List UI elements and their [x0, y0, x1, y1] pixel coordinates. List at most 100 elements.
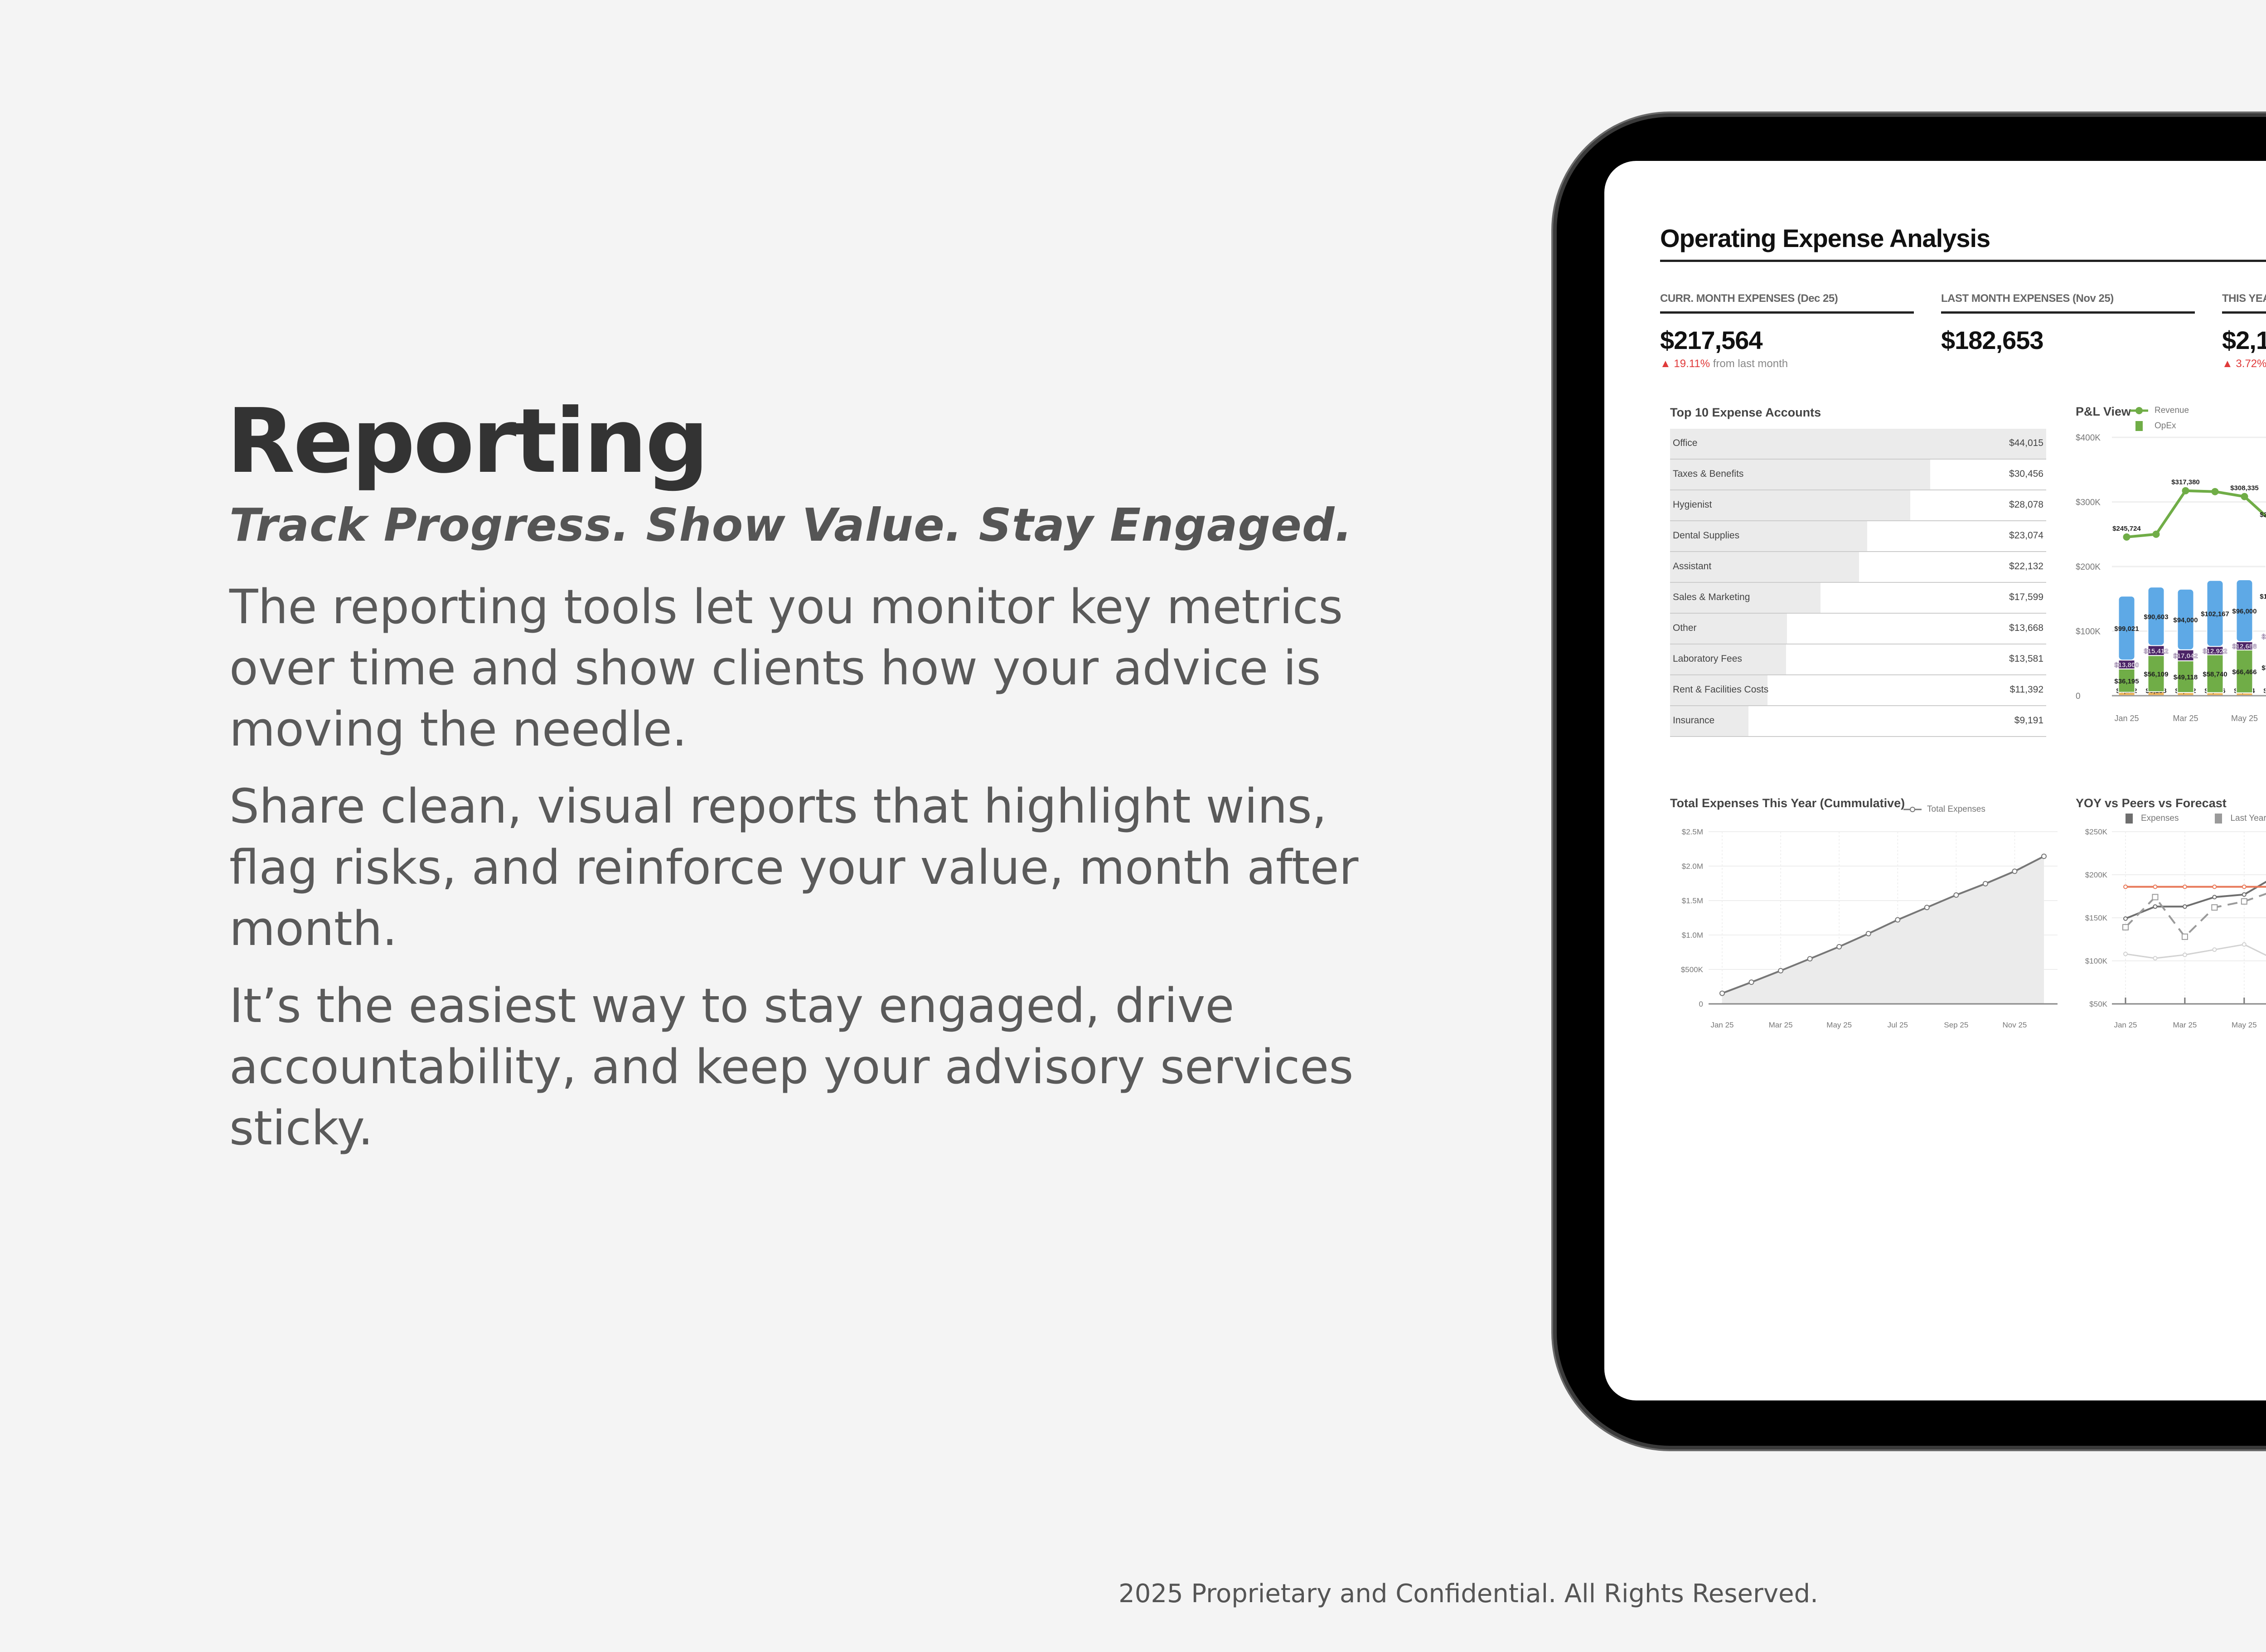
- svg-text:Jan 25: Jan 25: [2114, 1021, 2137, 1029]
- svg-text:$99,021: $99,021: [2114, 625, 2139, 633]
- body-paragraph-1: The reporting tools let you monitor key …: [229, 579, 1343, 757]
- kpi-delta-text: from last month: [1710, 358, 1788, 370]
- kpi-current-month: CURR. MONTH EXPENSES (Dec 25) $217,564 ▲…: [1660, 292, 1914, 370]
- account-name: Dental Supplies: [1673, 530, 1740, 541]
- account-name: Rent & Facilities Costs: [1673, 684, 1769, 695]
- kpi-delta: ▲ 3.72% from last year (YTD): [2222, 358, 2266, 370]
- svg-text:$56,109: $56,109: [2144, 670, 2168, 678]
- svg-text:$266,921: $266,921: [2260, 511, 2266, 519]
- svg-text:Nov 25: Nov 25: [2003, 1021, 2027, 1029]
- row-bar: [1670, 614, 1787, 644]
- svg-text:Mar 25: Mar 25: [2173, 1021, 2197, 1029]
- svg-text:$90,603: $90,603: [2144, 613, 2168, 621]
- svg-text:Jan 25: Jan 25: [2114, 714, 2139, 723]
- account-name: Taxes & Benefits: [1673, 469, 1744, 479]
- cumulative-title: Total Expenses This Year (Cummulative): [1670, 796, 1905, 810]
- svg-text:$1.5M: $1.5M: [1682, 896, 1703, 905]
- svg-text:$245,724: $245,724: [2112, 525, 2141, 533]
- svg-text:$250K: $250K: [2085, 828, 2108, 836]
- table-row: Assistant $22,132: [1670, 552, 2046, 583]
- account-name: Sales & Marketing: [1673, 592, 1750, 602]
- svg-text:$150K: $150K: [2085, 914, 2108, 922]
- svg-text:$4,357: $4,357: [2264, 687, 2266, 695]
- svg-text:$100K: $100K: [2085, 957, 2108, 965]
- svg-text:$1.0M: $1.0M: [1682, 931, 1703, 940]
- swatch-icon: [2215, 814, 2222, 824]
- table-row: Other $13,668: [1670, 614, 2046, 644]
- row-bar: [1670, 583, 1821, 613]
- row-bar: [1670, 552, 1859, 582]
- page-heading: Reporting: [227, 390, 709, 493]
- yoy-title: YOY vs Peers vs Forecast: [2076, 796, 2227, 810]
- svg-text:Mar 25: Mar 25: [2173, 714, 2198, 723]
- title-divider: [1660, 260, 2266, 262]
- account-value: $13,581: [2009, 654, 2043, 664]
- line-marker-icon: [1903, 807, 1922, 812]
- line-marker-icon: [2130, 407, 2148, 414]
- svg-text:$200K: $200K: [2076, 562, 2101, 572]
- triangle-up-icon: ▲: [2222, 358, 2236, 370]
- svg-text:May 25: May 25: [2232, 1021, 2257, 1029]
- account-value: $44,015: [2009, 438, 2043, 448]
- yoy-legend: Expenses Last Year Peers Straightline: [2126, 814, 2266, 824]
- svg-text:0: 0: [2076, 692, 2081, 701]
- table-row: Sales & Marketing $17,599: [1670, 583, 2046, 614]
- top10-title: Top 10 Expense Accounts: [1670, 406, 1821, 419]
- account-value: $13,668: [2009, 623, 2043, 633]
- svg-text:$200K: $200K: [2085, 871, 2108, 879]
- svg-text:$106,748: $106,748: [2260, 593, 2266, 601]
- legend-opex[interactable]: OpEx: [2135, 421, 2176, 431]
- row-bar: [1670, 675, 1767, 705]
- kpi-label: CURR. MONTH EXPENSES (Dec 25): [1660, 292, 1838, 305]
- legend-last-year[interactable]: Last Year: [2215, 814, 2266, 824]
- account-name: Other: [1673, 623, 1697, 633]
- svg-text:May 25: May 25: [1826, 1021, 1852, 1029]
- svg-text:$78,709: $78,709: [2261, 664, 2266, 672]
- svg-text:$317,380: $317,380: [2171, 479, 2200, 486]
- account-value: $30,456: [2009, 469, 2043, 479]
- legend-label: Total Expenses: [1927, 804, 1985, 814]
- kpi-label: THIS YEAR TOTAL EXPENSES (2025 YTD): [2222, 292, 2266, 305]
- cumulative-chart: 0 $500K $1.0M $1.5M $2.0M $2.5M Jan 25 Mar 25 Ma…: [1681, 828, 2058, 1029]
- svg-text:$15,412: $15,412: [2144, 647, 2168, 655]
- kpi-label: LAST MONTH EXPENSES (Nov 25): [1941, 292, 2114, 305]
- account-name: Office: [1673, 438, 1698, 448]
- svg-text:$94,000: $94,000: [2173, 616, 2198, 624]
- account-value: $28,078: [2009, 499, 2043, 510]
- account-name: Laboratory Fees: [1673, 654, 1742, 664]
- legend-expenses[interactable]: Expenses: [2126, 814, 2179, 824]
- svg-text:$308,335: $308,335: [2230, 484, 2259, 492]
- svg-text:$13,800: $13,800: [2114, 661, 2139, 669]
- table-row: Office $44,015: [1670, 429, 2046, 460]
- yoy-chart: $50K $100K $150K $200K $250K Jan 25 Mar 25 May …: [2085, 828, 2266, 1029]
- svg-text:$17,042: $17,042: [2173, 652, 2198, 660]
- report-title: Operating Expense Analysis: [1660, 224, 1990, 252]
- body-paragraph-2: Share clean, visual reports that highlig…: [229, 779, 1359, 956]
- legend-revenue[interactable]: Revenue: [2130, 406, 2189, 416]
- kpi-divider: [2222, 311, 2266, 314]
- table-row: Hygienist $28,078: [1670, 490, 2046, 521]
- svg-text:$49,118: $49,118: [2174, 673, 2198, 681]
- svg-text:May 25: May 25: [2231, 714, 2258, 723]
- table-row: Laboratory Fees $13,581: [1670, 644, 2046, 675]
- legend-label: OpEx: [2155, 421, 2176, 431]
- top10-table: Office $44,015 Taxes & Benefits $30,456 …: [1670, 429, 2046, 737]
- table-row: Taxes & Benefits $30,456: [1670, 460, 2046, 490]
- account-name: Hygienist: [1673, 499, 1712, 510]
- row-bar: [1670, 429, 2046, 459]
- legend-total-expenses[interactable]: Total Expenses: [1903, 804, 1985, 814]
- kpi-value: $217,564: [1660, 326, 1763, 354]
- tablet-screen: Operating Expense Analysis CURR. MONTH E…: [1604, 161, 2266, 1400]
- svg-text:Jul 25: Jul 25: [1888, 1021, 1908, 1029]
- table-row: Dental Supplies $23,074: [1670, 521, 2046, 552]
- kpi-delta: ▲ 19.11% from last month: [1660, 358, 1914, 370]
- svg-text:$96,000: $96,000: [2232, 608, 2256, 615]
- row-bar: [1670, 460, 1931, 489]
- row-bar: [1670, 706, 1749, 736]
- svg-text:$18,088: $18,088: [2261, 633, 2266, 641]
- body-paragraph-3: It’s the easiest way to stay engaged, dr…: [229, 978, 1354, 1156]
- legend-label: Last Year: [2230, 814, 2266, 823]
- legend-label: Revenue: [2155, 406, 2189, 415]
- pl-view-title: P&L View: [2076, 405, 2131, 418]
- svg-text:$36,195: $36,195: [2114, 678, 2139, 685]
